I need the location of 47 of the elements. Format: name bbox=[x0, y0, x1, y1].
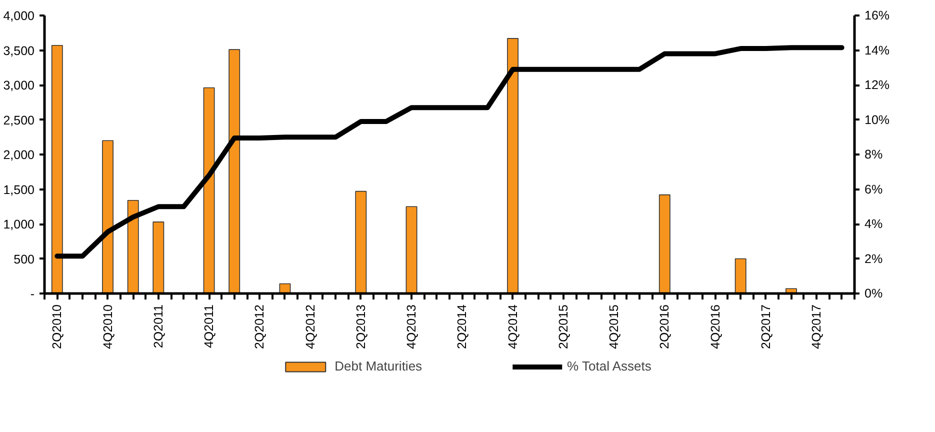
y-tick-label: 3,500 bbox=[3, 44, 35, 58]
bar bbox=[152, 222, 164, 294]
bar bbox=[102, 140, 114, 294]
y-tick-label: 2,500 bbox=[3, 113, 35, 128]
x-tick-label: 2Q2011 bbox=[151, 304, 166, 348]
y2-tick-label: 4% bbox=[864, 217, 883, 231]
bar bbox=[507, 38, 518, 294]
x-tick-label: 2Q2017 bbox=[758, 304, 773, 349]
x-tick-label: 4Q2013 bbox=[404, 304, 419, 349]
y-tick-label: 500 bbox=[14, 252, 35, 266]
bar bbox=[658, 194, 670, 294]
x-tick-label: 2Q2015 bbox=[556, 304, 570, 349]
x-tick-label: 4Q2017 bbox=[810, 304, 824, 349]
x-tick-label: 4Q2010 bbox=[100, 304, 115, 349]
x-tick-label: 2Q2014 bbox=[455, 304, 470, 349]
y2-tick-label: 16% bbox=[864, 8, 890, 22]
y2-tick-label: 2% bbox=[864, 252, 883, 266]
y-tick-label: 1,500 bbox=[3, 182, 35, 197]
y-tick-label: 2,000 bbox=[3, 148, 35, 162]
bar bbox=[355, 190, 367, 294]
y2-tick-label: 0% bbox=[864, 286, 883, 300]
bar bbox=[203, 87, 215, 294]
legend-label: Debt Maturities bbox=[334, 358, 422, 374]
y-tick-label: 1,000 bbox=[3, 218, 35, 232]
x-tick-label: 4Q2011 bbox=[202, 304, 216, 348]
y-tick-label: 3,000 bbox=[3, 78, 35, 92]
x-tick-label: 4Q2015 bbox=[607, 304, 622, 349]
bar bbox=[406, 206, 418, 294]
y-tick-label: 4,000 bbox=[3, 9, 35, 23]
x-tick-label: 2Q2012 bbox=[252, 304, 267, 349]
bar bbox=[51, 44, 63, 294]
legend-label: % Total Assets bbox=[567, 358, 652, 374]
x-tick-label: 4Q2012 bbox=[303, 304, 318, 349]
x-tick-label: 2Q2010 bbox=[50, 304, 64, 349]
y2-tick-label: 8% bbox=[864, 148, 883, 162]
bar bbox=[127, 200, 139, 294]
y2-tick-label: 10% bbox=[864, 112, 890, 127]
y2-tick-label: 6% bbox=[864, 182, 883, 196]
y2-tick-label: 14% bbox=[864, 43, 890, 58]
y2-tick-label: 12% bbox=[864, 78, 890, 92]
x-tick-label: 2Q2013 bbox=[354, 304, 368, 349]
x-tick-label: 4Q2014 bbox=[506, 304, 520, 349]
x-tick-label: 2Q2016 bbox=[658, 304, 672, 349]
bar bbox=[228, 49, 240, 294]
x-tick-label: 4Q2016 bbox=[708, 304, 722, 349]
bar bbox=[734, 258, 746, 294]
y-tick-label: - bbox=[30, 287, 35, 301]
